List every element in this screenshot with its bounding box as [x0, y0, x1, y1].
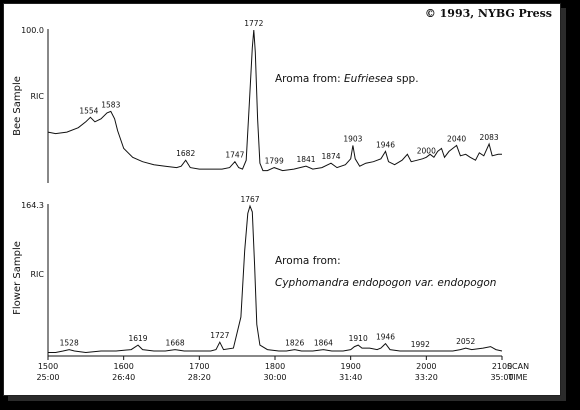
peak-label: 1668: [166, 339, 185, 348]
time-axis-label: TIME: [507, 373, 527, 382]
peak-label: 1874: [321, 152, 340, 161]
bee-y-max-label: 100.0: [21, 26, 44, 35]
peak-label: 1528: [60, 339, 79, 348]
bee-aroma-suffix: spp.: [393, 73, 418, 85]
flower-sample-axis-label: Flower Sample: [12, 241, 23, 315]
flower-ric-label: RIC: [30, 270, 44, 279]
x-tick-time-label: 26:40: [112, 373, 135, 382]
bee-ric-label: RIC: [30, 92, 44, 101]
x-axis: 1500 25:00 1600 26:40 1700 28:20 1800 30:00 1900…: [36, 355, 529, 382]
flower-y-max-label: 164.3: [21, 201, 44, 210]
bee-sample-trace: [47, 29, 502, 172]
x-tick-time-label: 28:20: [188, 373, 211, 382]
peak-label: 1864: [314, 339, 333, 348]
peak-label: 1583: [101, 100, 120, 109]
x-tick-time-label: 33:20: [415, 373, 438, 382]
flower-sample-panel: 164.3 RIC Flower Sample 1528 1619 1668 1727…: [12, 195, 503, 356]
peak-label: 1946: [376, 333, 395, 342]
peak-label: 1682: [176, 149, 195, 158]
bee-aroma-annotation: Aroma from: Eufriesea spp.: [275, 73, 419, 85]
bee-aroma-prefix: Aroma from:: [275, 73, 344, 85]
peak-label: 1619: [128, 334, 147, 343]
bee-sample-axis-label: Bee Sample: [12, 76, 23, 136]
flower-sample-trace: [48, 204, 503, 354]
scan-axis-label: SCAN: [507, 362, 529, 371]
peak-label: 2083: [480, 133, 499, 142]
x-tick-scan-label: 1800: [265, 362, 285, 371]
peak-label: 2000: [417, 146, 436, 155]
peak-label: 1727: [210, 331, 229, 340]
peak-label: 1910: [349, 334, 368, 343]
x-tick-time-label: 30:00: [263, 373, 286, 382]
x-tick-scan-label: 1900: [340, 362, 360, 371]
x-tick-scan-label: 1700: [189, 362, 209, 371]
bee-aroma-taxon: Eufriesea: [344, 73, 393, 85]
flower-aroma-prefix: Aroma from:: [275, 255, 341, 267]
peak-label: 1554: [79, 106, 98, 115]
figure-frame: [3, 3, 561, 396]
x-tick-time-label: 35:00: [490, 373, 513, 382]
x-tick-scan-label: 1500: [38, 362, 58, 371]
peak-label: 1903: [343, 134, 362, 143]
x-axis-ticks: 1500 25:00 1600 26:40 1700 28:20 1800 30:00 1900…: [36, 356, 514, 382]
flower-peak-labels: 1528 1619 1668 1727 1767 1826 1864 1910 1946 1992…: [60, 195, 476, 349]
peak-label: 1946: [376, 140, 395, 149]
peak-label: 1826: [285, 339, 304, 348]
peak-label: 1799: [265, 157, 284, 166]
frame-shadow-bottom: [8, 395, 566, 401]
frame-shadow-right: [560, 8, 566, 399]
peak-label: 2052: [456, 337, 475, 346]
peak-label: 1747: [225, 151, 244, 160]
peak-label: 2040: [447, 134, 466, 143]
x-tick-scan-label: 2000: [416, 362, 436, 371]
x-tick-time-label: 31:40: [339, 373, 362, 382]
x-tick-scan-label: 2100: [492, 362, 512, 371]
x-tick-time-label: 25:00: [36, 373, 59, 382]
peak-label: 1841: [296, 155, 315, 164]
flower-aroma-taxon: Cyphomandra endopogon var. endopogon: [275, 277, 496, 289]
x-tick-scan-label: 1600: [113, 362, 133, 371]
peak-label: 1772: [244, 19, 263, 28]
peak-label: 1992: [411, 340, 430, 349]
copyright-text: © 1993, NYBG Press: [425, 7, 552, 20]
peak-label: 1767: [240, 195, 259, 204]
